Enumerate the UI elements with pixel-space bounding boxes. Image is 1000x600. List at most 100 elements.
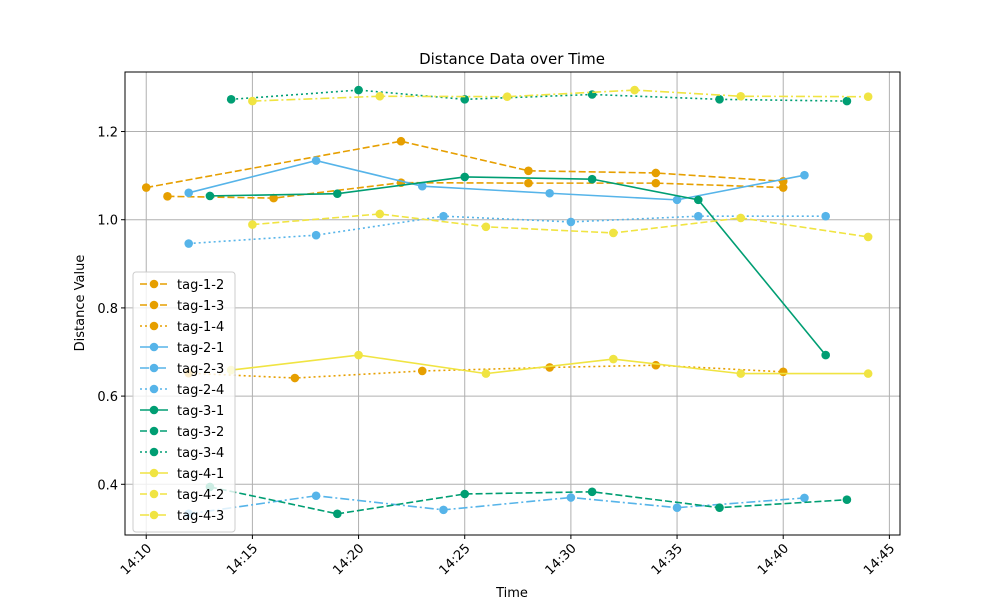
series-line — [167, 181, 784, 199]
data-point — [651, 360, 661, 370]
data-point — [842, 495, 852, 505]
chart-title: Distance Data over Time — [419, 50, 605, 68]
data-point — [566, 217, 576, 227]
y-tick-label: 1.2 — [97, 126, 118, 141]
legend-label: tag-3-1 — [177, 404, 224, 419]
data-point — [693, 195, 703, 205]
y-tick-label: 0.6 — [97, 390, 118, 405]
grid — [125, 72, 900, 535]
series-line — [252, 213, 869, 238]
legend-item: tag-4-1 — [140, 467, 224, 482]
legend-marker — [149, 384, 159, 394]
legend-item: tag-3-4 — [140, 446, 224, 461]
legend-marker — [149, 279, 159, 289]
series-line — [209, 176, 827, 356]
y-tick-label: 0.4 — [97, 478, 118, 493]
legend-marker — [149, 468, 159, 478]
data-point — [609, 354, 618, 364]
data-point — [800, 170, 809, 180]
data-point — [354, 85, 363, 95]
legend-item: tag-3-2 — [140, 425, 224, 440]
legend-label: tag-2-1 — [177, 341, 224, 356]
data-point — [672, 195, 682, 205]
data-point — [524, 166, 533, 176]
data-point — [333, 189, 342, 199]
legend-marker — [149, 510, 159, 520]
legend-marker — [149, 363, 159, 373]
data-point — [736, 213, 746, 223]
plot-frame — [124, 71, 901, 536]
legend-marker — [149, 426, 159, 436]
data-point — [396, 136, 406, 146]
legend-label: tag-4-3 — [177, 509, 224, 524]
data-point — [248, 220, 257, 229]
x-tick-label: 14:35 — [649, 541, 686, 578]
series-layer — [141, 85, 873, 519]
data-point — [821, 211, 830, 221]
legend-item: tag-2-1 — [140, 341, 224, 356]
data-point — [736, 91, 746, 101]
data-point — [163, 192, 172, 201]
series-tag-4-1 — [226, 350, 873, 378]
data-point — [715, 503, 724, 512]
x-tick-label: 14:40 — [755, 541, 792, 578]
legend-marker — [149, 405, 159, 415]
data-point — [672, 503, 682, 512]
legend-label: tag-2-4 — [177, 383, 224, 398]
legend-marker — [149, 447, 159, 457]
data-point — [863, 232, 873, 242]
legend-item: tag-3-1 — [140, 404, 224, 419]
legend-marker — [149, 489, 159, 499]
x-tick-label: 14:15 — [224, 541, 261, 578]
data-point — [545, 188, 554, 198]
data-point — [842, 96, 852, 106]
series-line — [252, 89, 869, 102]
data-point — [269, 193, 278, 203]
data-point — [417, 366, 427, 376]
series-tag-4-3 — [248, 85, 873, 106]
data-point — [715, 95, 724, 104]
data-point — [693, 211, 703, 221]
legend-marker — [149, 342, 159, 352]
data-point — [736, 369, 746, 378]
legend-label: tag-2-3 — [177, 362, 224, 377]
series-tag-2-4 — [184, 211, 830, 248]
legend-label: tag-1-4 — [177, 320, 224, 335]
data-point — [375, 209, 385, 219]
x-tick-label: 14:30 — [543, 541, 580, 578]
data-point — [566, 493, 576, 502]
data-point — [141, 183, 151, 192]
legend-label: tag-4-2 — [177, 488, 224, 503]
data-point — [311, 230, 321, 240]
x-axis-label: Time — [495, 586, 528, 600]
series-tag-2-3 — [184, 491, 809, 519]
series-line — [188, 494, 805, 515]
data-point — [778, 183, 788, 192]
data-point — [311, 491, 321, 501]
data-point — [184, 188, 193, 198]
data-point — [311, 156, 321, 165]
data-point — [863, 369, 873, 378]
data-point — [226, 95, 236, 104]
data-point — [609, 228, 618, 238]
y-axis-label: Distance Value — [73, 255, 88, 352]
legend-box — [132, 271, 236, 533]
legend-label: tag-4-1 — [177, 467, 224, 482]
legend-label: tag-3-2 — [177, 425, 224, 440]
data-point — [481, 222, 491, 232]
data-point — [502, 92, 512, 101]
series-line — [231, 89, 847, 102]
legend-item: tag-1-4 — [140, 320, 224, 335]
data-point — [587, 487, 597, 497]
legend-item: tag-4-2 — [140, 488, 224, 503]
legend-item: tag-2-3 — [140, 362, 224, 377]
series-tag-4-2 — [248, 209, 873, 242]
series-line — [188, 215, 826, 245]
series-line — [209, 486, 847, 515]
series-tag-3-2 — [205, 482, 852, 519]
legend-label: tag-1-3 — [177, 299, 224, 314]
data-point — [481, 369, 491, 378]
legend-marker — [149, 300, 159, 310]
legend-item: tag-2-4 — [140, 383, 224, 398]
